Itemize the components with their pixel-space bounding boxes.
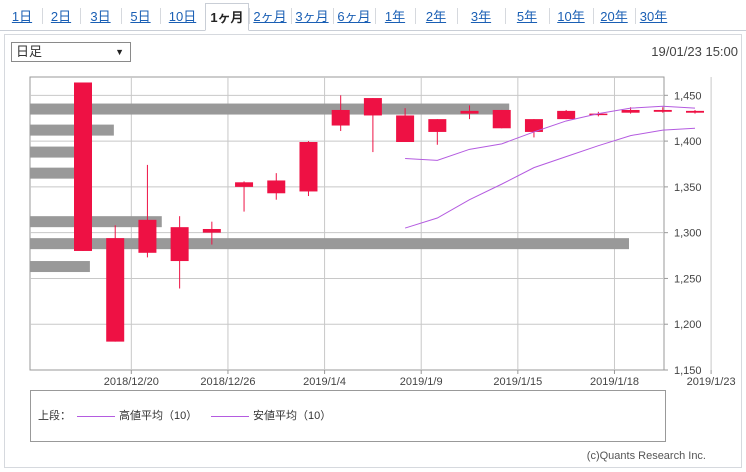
candle-interval-select[interactable]: 日足 ▼ xyxy=(11,42,131,62)
tab-separator xyxy=(333,8,334,24)
candle-body xyxy=(331,109,350,126)
tab-10日[interactable]: 10日 xyxy=(168,9,197,24)
candle-body xyxy=(267,180,286,194)
x-tick-label: 2018/12/26 xyxy=(200,376,255,388)
tab-3年[interactable]: 3年 xyxy=(470,9,492,24)
legend-prefix: 上段： xyxy=(38,410,71,422)
tab-separator xyxy=(42,8,43,24)
tab-separator xyxy=(121,8,122,24)
tab-separator xyxy=(457,8,458,24)
candle-body xyxy=(74,82,92,251)
period-tab-bar: 1日 2日 3日 5日 10日 1ヶ月 2ヶ月 3ヶ月 6ヶ月 1年 2年 3年 5年 10年 20年 30年 xyxy=(0,0,746,31)
tab-separator xyxy=(80,8,81,24)
y-tick-label: 1,300 xyxy=(674,228,702,240)
volume-profile-bar xyxy=(30,146,90,158)
tab-6ヶ月[interactable]: 6ヶ月 xyxy=(337,9,371,24)
tab-10年[interactable]: 10年 xyxy=(557,9,585,24)
tab-1年[interactable]: 1年 xyxy=(384,9,406,24)
tab-5年[interactable]: 5年 xyxy=(516,9,538,24)
volume-profile-bar xyxy=(30,261,90,273)
candle-body xyxy=(138,219,157,253)
tab-1ヶ月[interactable]: 1ヶ月 xyxy=(205,3,249,31)
volume-profile-bar xyxy=(30,167,90,179)
tab-2日[interactable]: 2日 xyxy=(50,9,72,24)
y-tick-label: 1,250 xyxy=(674,273,702,285)
legend-swatch-low-average xyxy=(211,416,249,417)
low-average-line xyxy=(404,127,696,229)
x-tick-label: 2019/1/4 xyxy=(303,376,346,388)
volume-profile-bar xyxy=(30,216,162,228)
tab-separator xyxy=(249,8,250,24)
candle-body xyxy=(492,109,511,129)
candle-body xyxy=(460,110,479,114)
y-tick-label: 1,450 xyxy=(674,90,702,102)
tab-separator xyxy=(635,8,636,24)
candle-body xyxy=(557,110,576,120)
legend: 上段： 高値平均（10） 安値平均（10） xyxy=(30,390,666,442)
candle-body xyxy=(686,110,704,113)
x-tick-label: 2019/1/23 xyxy=(687,376,736,388)
tab-5日[interactable]: 5日 xyxy=(130,9,151,24)
candle-body xyxy=(524,119,543,132)
tab-separator xyxy=(160,8,161,24)
tab-1日[interactable]: 1日 xyxy=(11,9,33,24)
tab-3ヶ月[interactable]: 3ヶ月 xyxy=(295,9,329,24)
candle-body xyxy=(653,109,672,112)
tab-separator xyxy=(549,8,550,24)
tab-30年[interactable]: 30年 xyxy=(639,9,668,24)
tab-separator xyxy=(291,8,292,24)
tab-3日[interactable]: 3日 xyxy=(90,9,111,24)
legend-swatch-high-average xyxy=(77,416,115,417)
candle-body xyxy=(428,119,447,132)
candle-body xyxy=(202,228,221,233)
candle-interval-value: 日足 xyxy=(16,44,43,59)
candle-body xyxy=(396,115,415,143)
candle-body xyxy=(589,113,608,116)
x-tick-label: 2019/1/15 xyxy=(493,376,542,388)
volume-profile-bar xyxy=(30,124,114,136)
candle-body xyxy=(363,98,382,116)
tab-2年[interactable]: 2年 xyxy=(425,9,447,24)
x-tick-label: 2019/1/18 xyxy=(590,376,639,388)
tab-separator xyxy=(375,8,376,24)
tab-separator xyxy=(505,8,506,24)
y-tick-label: 1,400 xyxy=(674,136,702,148)
candle-body xyxy=(621,109,640,113)
high-average-line xyxy=(405,105,696,161)
y-tick-label: 1,350 xyxy=(674,182,702,194)
candle-body xyxy=(299,142,318,192)
candle-body xyxy=(170,227,189,262)
x-tick-label: 2019/1/9 xyxy=(400,376,443,388)
legend-label-low-average: 安値平均（10） xyxy=(253,410,332,422)
volume-profile-bar xyxy=(30,103,510,115)
tab-separator xyxy=(415,8,416,24)
legend-label-high-average: 高値平均（10） xyxy=(119,410,198,422)
tab-20年[interactable]: 20年 xyxy=(600,9,628,24)
candle-body xyxy=(235,182,254,187)
volume-profile-bar xyxy=(30,238,629,250)
price-timestamp: 19/01/23 15:00 xyxy=(651,44,738,59)
tab-2ヶ月[interactable]: 2ヶ月 xyxy=(253,9,287,24)
dropdown-arrow-icon: ▼ xyxy=(115,47,124,57)
y-tick-label: 1,200 xyxy=(674,319,702,331)
candle-body xyxy=(106,238,125,342)
x-tick-label: 2018/12/20 xyxy=(104,376,159,388)
copyright-notice: (c)Quants Research Inc. xyxy=(586,450,706,462)
y-tick-label: 1,150 xyxy=(674,365,702,377)
tab-separator xyxy=(593,8,594,24)
